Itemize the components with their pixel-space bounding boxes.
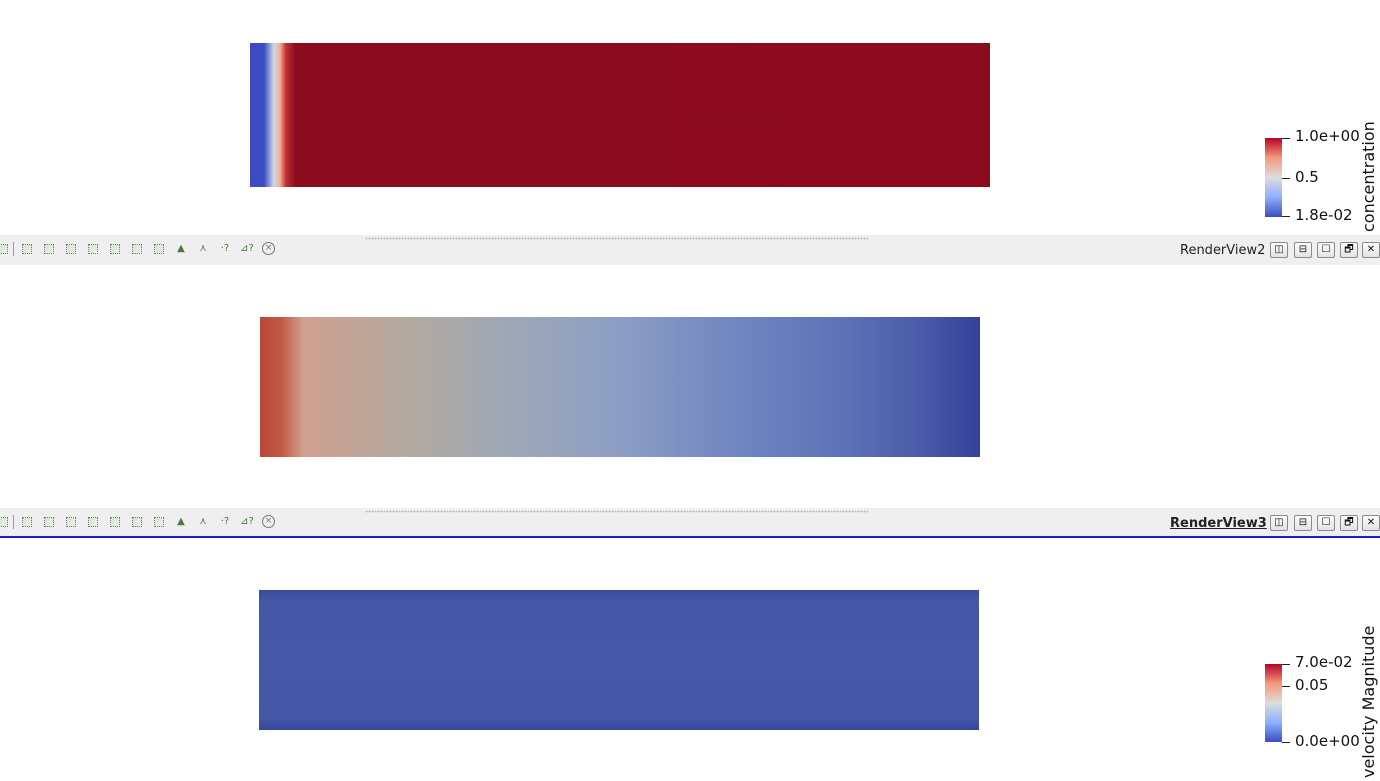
colorbar-title: velocity Magnitude <box>1359 626 1378 778</box>
view-title[interactable]: RenderView2 <box>1180 243 1265 258</box>
select-cells-icon[interactable] <box>20 242 34 256</box>
colorbar-max-label: 7.0e-02 <box>1295 653 1353 671</box>
restore-button[interactable]: 🗗 <box>1340 242 1358 258</box>
toolbar-separator <box>13 515 14 529</box>
grow-selection-icon[interactable]: ▲ <box>174 515 188 529</box>
concentration-field-plot <box>250 43 990 187</box>
select-polygon-icon[interactable] <box>86 242 100 256</box>
colorbar-mid-label: 0.5 <box>1295 168 1319 186</box>
select-blocks-icon[interactable] <box>108 515 122 529</box>
grow-selection-icon[interactable]: ▲ <box>174 242 188 256</box>
colorbar-title: concentration <box>1359 121 1378 232</box>
shrink-selection-icon[interactable]: ⋏ <box>196 242 210 256</box>
select-blocks-icon[interactable] <box>108 242 122 256</box>
render-view-3[interactable]: 7.0e-02 0.05 0.0e+00 velocity Magnitude <box>0 538 1380 781</box>
split-horizontal-button[interactable]: ◫ <box>1270 515 1288 531</box>
shrink-selection-icon[interactable]: ⋏ <box>196 515 210 529</box>
select-points-icon[interactable] <box>42 515 56 529</box>
split-vertical-button[interactable]: ⊟ <box>1294 242 1312 258</box>
colorbar-tick-min <box>1282 216 1290 217</box>
restore-button[interactable]: 🗗 <box>1340 515 1358 531</box>
render-view-3-toolbar: ▲ ⋏ ·? ⊿? × RenderView3 ◫ ⊟ ☐ 🗗 ✕ <box>0 508 1380 538</box>
colorbar-tick-mid <box>1282 178 1290 179</box>
concentration-colorbar <box>1265 138 1282 217</box>
hover-query-icon[interactable]: ·? <box>218 515 232 529</box>
select-polygon-icon[interactable] <box>86 515 100 529</box>
camera-icon[interactable] <box>0 515 10 529</box>
select-points-icon[interactable] <box>42 242 56 256</box>
clear-icon[interactable]: × <box>262 515 276 529</box>
close-button[interactable]: ✕ <box>1362 515 1380 531</box>
toolbar-separator <box>13 242 14 256</box>
clear-selection-icon[interactable] <box>152 515 166 529</box>
maximize-button[interactable]: ☐ <box>1317 242 1335 258</box>
find-data-icon[interactable]: ⊿? <box>240 515 254 529</box>
colorbar-min-label: 0.0e+00 <box>1295 732 1360 750</box>
camera-icon[interactable] <box>0 242 10 256</box>
interactive-select-icon[interactable] <box>130 242 144 256</box>
render-view-2-toolbar: ▲ ⋏ ·? ⊿? × RenderView2 ◫ ⊟ ☐ 🗗 ✕ <box>0 235 1380 265</box>
find-data-icon[interactable]: ⊿? <box>240 242 254 256</box>
render-view-2[interactable] <box>0 265 1380 508</box>
colorbar-tick-min <box>1282 742 1290 743</box>
maximize-button[interactable]: ☐ <box>1317 515 1335 531</box>
view-title[interactable]: RenderView3 <box>1170 516 1267 531</box>
velocity-colorbar <box>1265 664 1282 742</box>
clear-icon[interactable]: × <box>262 242 276 256</box>
select-cells-icon[interactable] <box>20 515 34 529</box>
colorbar-tick-mid <box>1282 686 1290 687</box>
split-vertical-button[interactable]: ⊟ <box>1294 515 1312 531</box>
splitter-handle[interactable] <box>365 237 868 240</box>
colorbar-max-label: 1.0e+00 <box>1295 127 1360 145</box>
split-horizontal-button[interactable]: ◫ <box>1270 242 1288 258</box>
render-view-1[interactable]: 1.0e+00 0.5 1.8e-02 concentration <box>0 0 1380 235</box>
colorbar-min-label: 1.8e-02 <box>1295 206 1353 224</box>
colorbar-tick-max <box>1282 138 1290 139</box>
gradient-field-plot <box>260 317 980 457</box>
splitter-handle[interactable] <box>365 510 868 513</box>
clear-selection-icon[interactable] <box>152 242 166 256</box>
colorbar-mid-label: 0.05 <box>1295 676 1328 694</box>
colorbar-tick-max <box>1282 664 1290 665</box>
velocity-field-plot <box>259 590 979 730</box>
interactive-select-icon[interactable] <box>130 515 144 529</box>
close-button[interactable]: ✕ <box>1362 242 1380 258</box>
select-frustum-icon[interactable] <box>64 242 78 256</box>
select-frustum-icon[interactable] <box>64 515 78 529</box>
hover-query-icon[interactable]: ·? <box>218 242 232 256</box>
